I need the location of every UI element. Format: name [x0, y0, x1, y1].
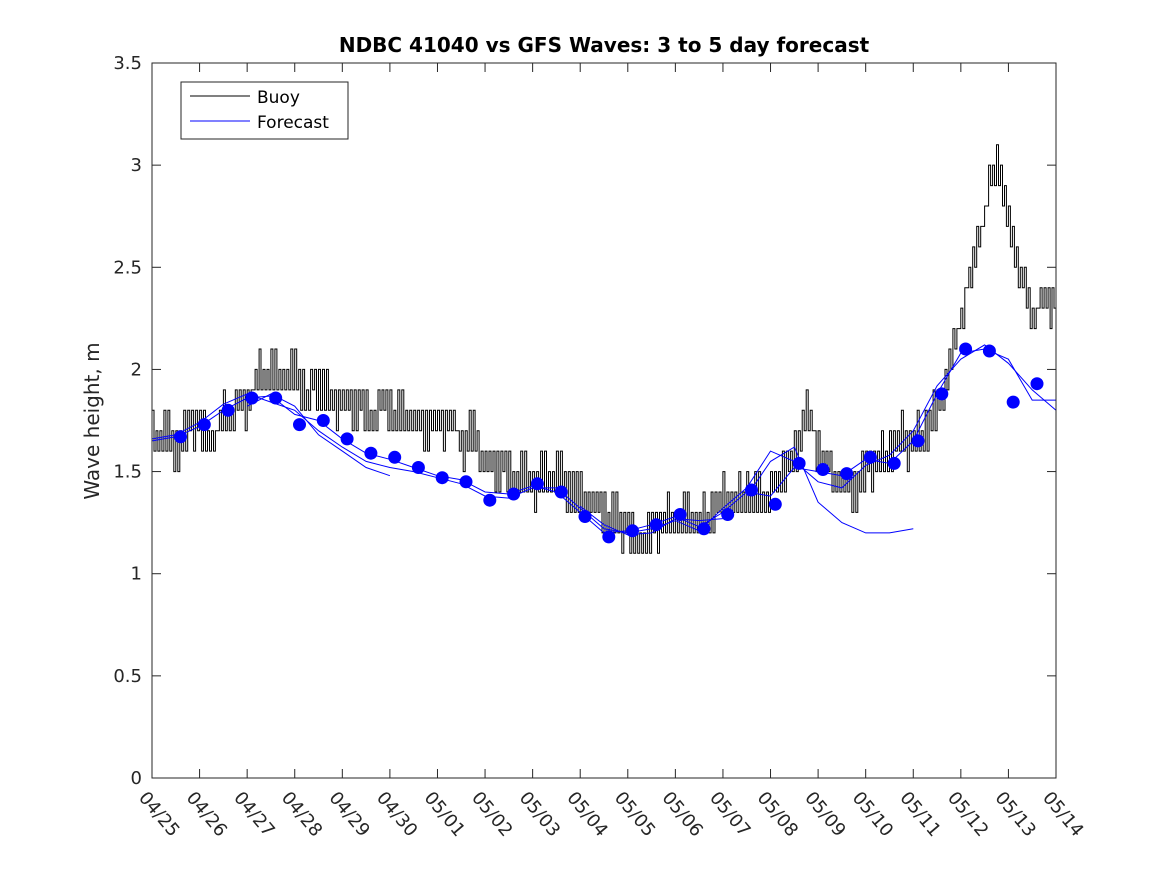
plot-area: [152, 144, 1056, 554]
forecast-marker-18: [578, 510, 592, 523]
forecast-marker-36: [1006, 395, 1020, 409]
forecast-marker-1: [174, 430, 187, 444]
forecast-marker-8: [340, 432, 354, 446]
forecast-marker-15: [507, 487, 521, 501]
forecast-trace-line-4: [579, 505, 723, 536]
forecast-marker-2: [197, 418, 211, 432]
legend-box: [180, 81, 349, 140]
forecast-marker-3: [221, 403, 235, 417]
forecast-marker-28: [816, 463, 830, 476]
forecast-marker-31: [887, 456, 901, 470]
chart-title: NDBC 41040 vs GFS Waves: 3 to 5 day fore…: [339, 33, 870, 57]
forecast-marker-37: [1030, 377, 1044, 391]
buoy-series-line: [152, 144, 1056, 554]
forecast-marker-21: [649, 518, 663, 532]
legend-label-buoy: Buoy: [257, 88, 300, 108]
forecast-marker-17: [554, 485, 568, 499]
forecast-marker-10: [388, 450, 402, 464]
y-tick-label-4: 2: [131, 359, 142, 380]
y-tick-label-1: 0.5: [113, 666, 142, 687]
y-tick-label-7: 3.5: [113, 53, 142, 74]
y-tick-label-5: 2.5: [113, 257, 142, 278]
forecast-marker-32: [911, 434, 925, 448]
forecast-marker-12: [435, 471, 449, 485]
forecast-marker-7: [316, 414, 330, 427]
y-tick-label-6: 3: [131, 155, 142, 176]
forecast-marker-25: [745, 483, 758, 497]
forecast-marker-23: [697, 522, 711, 536]
y-tick-label-0: 0: [131, 768, 142, 789]
forecast-trace-line-1: [152, 344, 1056, 534]
forecast-marker-22: [673, 508, 687, 521]
forecast-trace-line-3: [746, 446, 914, 534]
y-tick-label-2: 1: [131, 564, 142, 585]
forecast-marker-9: [364, 446, 378, 460]
forecast-marker-35: [982, 344, 996, 358]
forecast-marker-13: [459, 475, 473, 489]
forecast-marker-33: [935, 387, 949, 401]
y-tick-label-3: 1.5: [113, 462, 142, 483]
forecast-marker-27: [792, 456, 806, 470]
y-axis-label: Wave height, m: [80, 342, 104, 499]
forecast-marker-6: [293, 418, 306, 432]
forecast-marker-30: [863, 450, 877, 464]
forecast-marker-34: [959, 342, 973, 356]
legend-label-forecast: Forecast: [257, 113, 329, 133]
forecast-marker-11: [411, 461, 425, 474]
forecast-marker-20: [626, 524, 639, 538]
forecast-marker-16: [530, 477, 544, 491]
forecast-marker-19: [602, 530, 616, 544]
forecast-marker-14: [483, 493, 497, 507]
legend: Buoy Forecast: [180, 81, 349, 140]
forecast-marker-5: [269, 391, 283, 405]
forecast-marker-4: [245, 391, 259, 405]
forecast-marker-24: [721, 508, 735, 521]
series-group: [152, 144, 1056, 554]
axes-box: [151, 62, 1057, 779]
forecast-marker-26: [768, 497, 782, 511]
forecast-marker-29: [840, 467, 854, 481]
